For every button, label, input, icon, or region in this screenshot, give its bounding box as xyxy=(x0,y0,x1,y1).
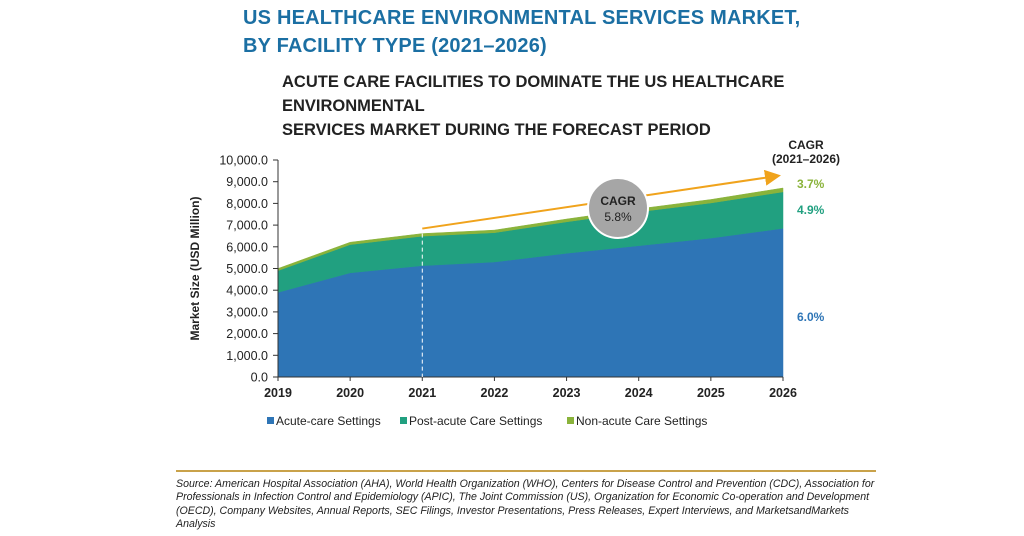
cagr-header: CAGR xyxy=(788,138,824,152)
cagr-label-series-1: 6.0% xyxy=(797,310,825,324)
legend-label: Post-acute Care Settings xyxy=(409,414,542,428)
y-tick-label: 6,000.0 xyxy=(226,240,268,254)
chart-subtitle: ACUTE CARE FACILITIES TO DOMINATE THE US… xyxy=(282,70,882,142)
y-tick-label: 9,000.0 xyxy=(226,175,268,189)
x-tick-label: 2020 xyxy=(336,386,364,400)
x-tick-label: 2024 xyxy=(625,386,653,400)
y-tick-label: 4,000.0 xyxy=(226,284,268,298)
chart-title-line-1: US HEALTHCARE ENVIRONMENTAL SERVICES MAR… xyxy=(243,7,801,29)
cagr-bubble xyxy=(587,177,649,239)
x-tick-label: 2022 xyxy=(481,386,509,400)
chart-title: US HEALTHCARE ENVIRONMENTAL SERVICES MAR… xyxy=(243,4,883,60)
y-axis-label: Market Size (USD Million) xyxy=(188,196,202,340)
chart-subtitle-line-2: SERVICES MARKET DURING THE FORECAST PERI… xyxy=(282,121,711,139)
y-tick-label: 5,000.0 xyxy=(226,262,268,276)
cagr-label-series-2: 4.9% xyxy=(797,203,825,217)
chart-title-line-2: BY FACILITY TYPE (2021–2026) xyxy=(243,35,547,57)
source-note: Source: American Hospital Association (A… xyxy=(176,470,876,532)
chart-axes: 0.0 1,000.0 2,000.0 3,000.0 4,000.0 5,000.0 6,… xyxy=(188,154,797,401)
chart-legend: Acute-care Settings Post-acute Care Setti… xyxy=(267,414,707,428)
area-layers xyxy=(277,187,784,378)
legend-swatch xyxy=(400,417,407,424)
y-tick-label: 10,000.0 xyxy=(219,154,268,168)
y-tick-label: 0.0 xyxy=(251,371,268,385)
legend-swatch xyxy=(567,417,574,424)
legend-label: Non-acute Care Settings xyxy=(576,414,707,428)
legend-swatch xyxy=(267,417,274,424)
cagr-bubble-label: CAGR xyxy=(600,194,636,208)
x-tick-label: 2026 xyxy=(769,386,797,400)
chart-subtitle-line-1: ACUTE CARE FACILITIES TO DOMINATE THE US… xyxy=(282,73,785,115)
x-tick-label: 2019 xyxy=(264,386,292,400)
y-tick-label: 1,000.0 xyxy=(226,349,268,363)
cagr-label-series-3: 3.7% xyxy=(797,177,825,191)
legend-label: Acute-care Settings xyxy=(276,414,381,428)
y-tick-label: 8,000.0 xyxy=(226,197,268,211)
y-tick-label: 3,000.0 xyxy=(226,305,268,319)
x-tick-label: 2023 xyxy=(553,386,581,400)
area-series-3 xyxy=(277,187,784,272)
y-tick-label: 7,000.0 xyxy=(226,219,268,233)
cagr-bubble-value: 5.8% xyxy=(604,210,632,224)
x-tick-label: 2021 xyxy=(408,386,436,400)
x-tick-label: 2025 xyxy=(697,386,725,400)
cagr-header-period: (2021–2026) xyxy=(772,152,840,166)
y-tick-label: 2,000.0 xyxy=(226,327,268,341)
